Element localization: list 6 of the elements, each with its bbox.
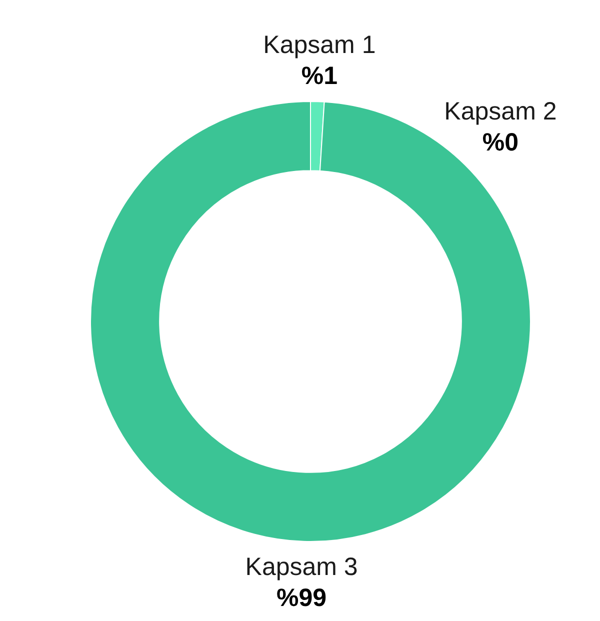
- slice-label: Kapsam 1: [263, 31, 376, 60]
- text: %0: [482, 128, 519, 156]
- category-label: Kapsam 2: [444, 97, 557, 126]
- data-label: %99: [276, 584, 327, 612]
- slice-label: Kapsam 3: [245, 552, 358, 581]
- data-label: %1: [301, 62, 338, 90]
